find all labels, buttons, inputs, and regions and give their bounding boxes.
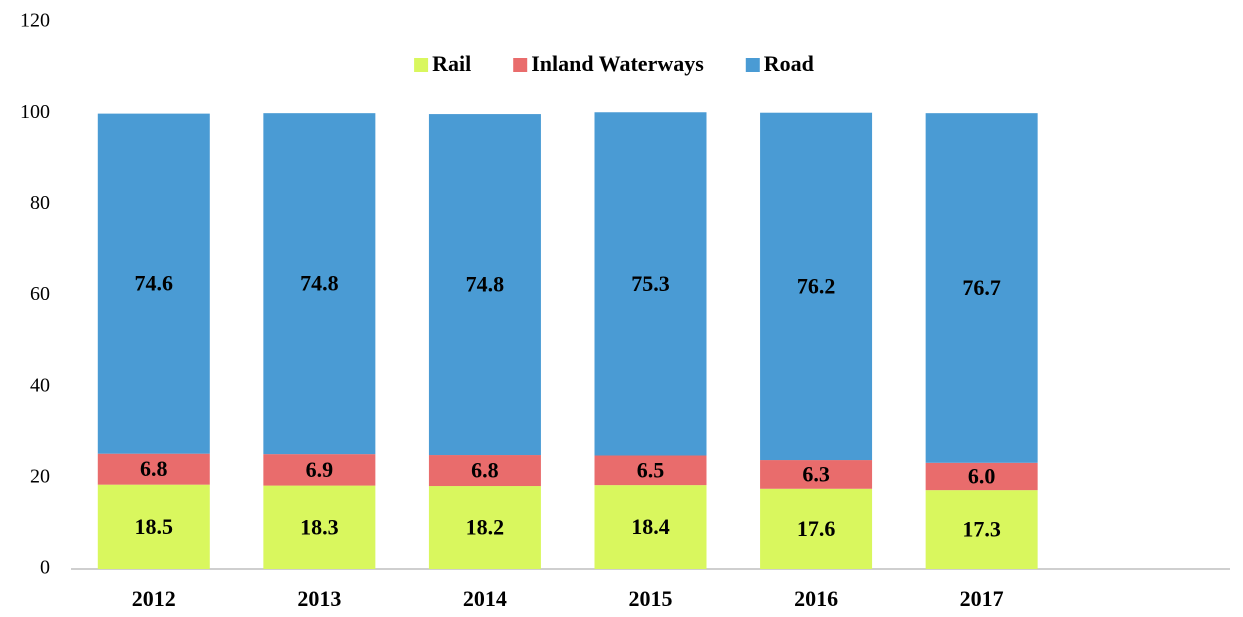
data-label: 74.6 [135,271,174,296]
bar-segment [925,113,1038,463]
bar-segment [97,113,210,454]
bar-segment [594,485,707,569]
x-tick-label: 2015 [629,586,673,611]
x-tick-label: 2013 [297,586,341,611]
legend-swatch [745,58,760,72]
data-label: 6.9 [306,457,334,482]
bar-segment [925,462,1038,491]
x-tick-label: 2012 [132,586,176,611]
x-tick-label: 2014 [463,586,507,611]
data-label: 18.5 [135,514,174,539]
y-tick-label: 0 [40,557,50,579]
legend-swatch [513,58,528,72]
bar-segment [594,112,707,456]
bar-segment [263,454,376,486]
bar-segment [263,113,376,455]
y-tick-label: 20 [30,465,50,487]
bar-segment [760,112,873,461]
data-label: 76.2 [797,273,836,298]
y-tick-label: 40 [30,374,50,396]
bar-segment [428,486,541,569]
bar-segment [97,484,210,569]
y-tick-label: 100 [20,101,50,123]
data-label: 6.8 [471,458,499,483]
data-label: 18.2 [466,515,505,540]
bar-segment [428,114,541,456]
y-tick-label: 80 [30,192,50,214]
data-label: 18.4 [631,514,670,539]
data-label: 76.7 [962,275,1001,300]
x-tick-label: 2016 [794,586,838,611]
bar-segment [428,455,541,487]
data-label: 6.8 [140,456,168,481]
bar-segment [594,455,707,486]
data-label: 6.0 [968,464,996,489]
bar-segment [263,485,376,569]
bar-segment [760,460,873,489]
x-tick-label: 2017 [960,586,1004,611]
y-tick-label: 120 [20,10,50,32]
bar-segment [760,488,873,569]
data-label: 6.3 [802,461,830,486]
legend-label: Inland Waterways [531,51,704,76]
data-label: 17.3 [962,517,1001,542]
data-label: 18.3 [300,514,339,539]
data-label: 74.8 [466,272,505,297]
bar-segment [925,490,1038,569]
bar-segment [97,453,210,485]
y-tick-label: 60 [30,283,50,305]
data-label: 75.3 [631,271,670,296]
legend-swatch [414,58,429,72]
legend-label: Rail [432,51,471,76]
data-label: 74.8 [300,271,339,296]
data-label: 17.6 [797,516,836,541]
legend-label: Road [764,51,814,76]
data-label: 6.5 [637,457,665,482]
